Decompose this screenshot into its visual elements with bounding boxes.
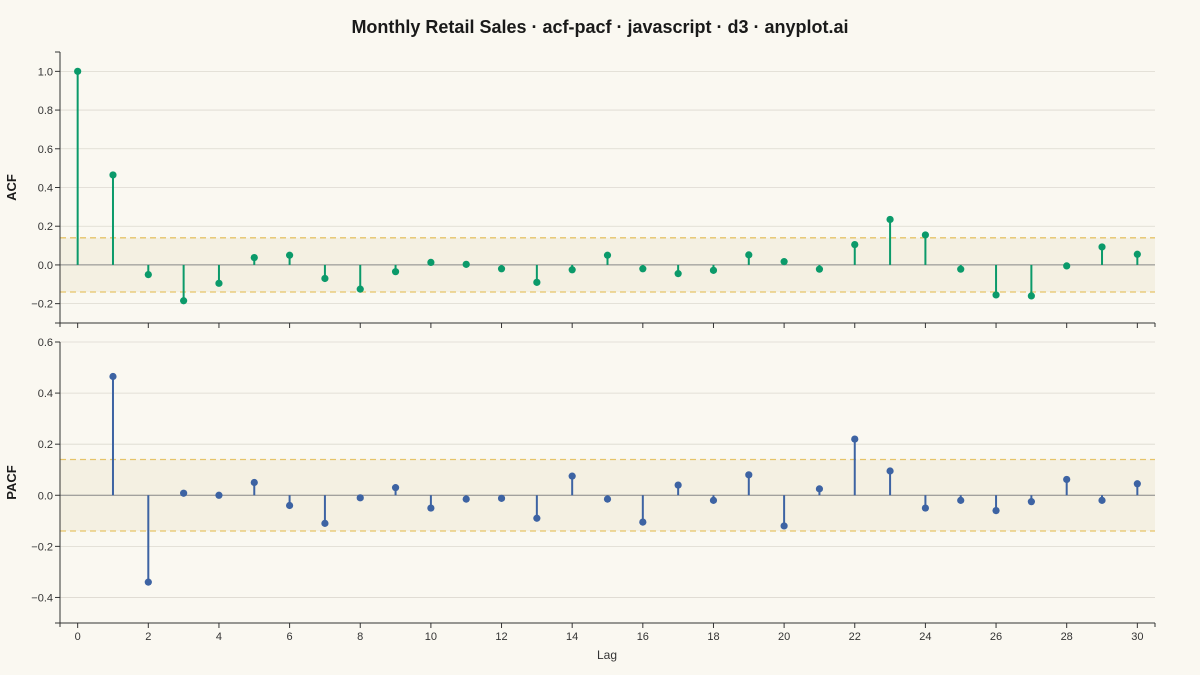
marker-lag-30 [1133, 250, 1141, 258]
x-tick-label: 30 [1131, 631, 1143, 643]
marker-lag-6 [285, 501, 294, 510]
marker-lag-25 [957, 496, 965, 504]
marker-lag-30 [1133, 480, 1141, 488]
marker-lag-20 [780, 522, 788, 530]
y-tick-label: 0.4 [38, 183, 53, 195]
x-tick-label: 16 [637, 631, 649, 643]
y-tick-label: 0.6 [38, 337, 53, 349]
marker-lag-22 [851, 241, 859, 249]
marker-lag-3 [180, 297, 188, 305]
marker-lag-8 [356, 494, 364, 502]
marker-lag-28 [1063, 475, 1071, 484]
marker-lag-11 [462, 495, 470, 503]
marker-lag-25 [957, 265, 965, 273]
marker-lag-2 [144, 271, 152, 279]
acf-panel: −0.2 0.0 0.2 0.4 0.6 0.8 1.0 ACF [4, 51, 1156, 328]
marker-lag-12 [497, 494, 506, 502]
marker-lag-5 [250, 478, 258, 487]
marker-lag-7 [321, 519, 329, 527]
y-tick-label: 0.2 [38, 221, 53, 233]
marker-lag-5 [250, 253, 258, 262]
y-tick-label: 0.8 [38, 105, 53, 117]
marker-lag-28 [1063, 262, 1071, 270]
marker-lag-18 [709, 496, 718, 504]
marker-lag-10 [427, 504, 435, 512]
y-tick-label: 1.0 [38, 66, 53, 78]
marker-lag-15 [603, 251, 612, 259]
marker-lag-21 [815, 265, 824, 273]
marker-lag-20 [780, 258, 788, 266]
x-tick-label: 28 [1061, 631, 1073, 643]
marker-lag-19 [745, 471, 753, 479]
marker-lag-29 [1098, 243, 1106, 251]
marker-lag-3 [180, 489, 188, 497]
marker-lag-4 [215, 491, 223, 499]
pacf-panel: −0.4−0.20.00.20.40.60 2 4 6 8 10 12 14 16 18 20 22 2… [4, 337, 1156, 643]
marker-lag-17 [674, 270, 682, 278]
marker-lag-26 [992, 507, 1000, 515]
marker-lag-4 [215, 279, 223, 287]
panels: −0.2 0.0 0.2 0.4 0.6 0.8 1.0 ACF −0.4 −0.2 0.0 0.2 0… [4, 51, 1156, 643]
marker-lag-14 [568, 472, 576, 480]
marker-lag-11 [462, 260, 470, 268]
y-tick-label: −0.2 [31, 299, 53, 311]
marker-lag-22 [851, 435, 859, 443]
marker-lag-26 [992, 291, 1000, 299]
y-tick-label: −0.4 [31, 592, 53, 604]
x-tick-label: 8 [357, 631, 363, 643]
marker-lag-2 [144, 578, 152, 586]
marker-lag-9 [391, 484, 400, 492]
marker-lag-13 [533, 278, 541, 286]
marker-lag-16 [639, 265, 647, 273]
x-tick-label: 22 [849, 631, 861, 643]
marker-lag-27 [1027, 292, 1035, 300]
marker-lag-17 [674, 481, 682, 489]
marker-lag-24 [921, 504, 930, 512]
marker-lag-21 [815, 485, 824, 493]
y-tick-label: 0.2 [38, 439, 53, 451]
marker-lag-15 [603, 495, 612, 503]
x-tick-label: 12 [495, 631, 507, 643]
marker-lag-9 [391, 268, 400, 276]
y-axis-title: ACF [4, 174, 19, 201]
marker-lag-13 [533, 514, 541, 522]
marker-lag-14 [568, 266, 576, 274]
x-tick-label: 24 [919, 631, 931, 643]
x-tick-label: 4 [216, 631, 222, 643]
marker-lag-8 [356, 285, 364, 293]
marker-lag-0 [74, 67, 82, 75]
marker-lag-16 [639, 518, 647, 526]
marker-lag-6 [285, 251, 294, 259]
y-tick-label: −0.2 [31, 541, 53, 553]
marker-lag-18 [709, 266, 718, 274]
marker-lag-10 [427, 258, 435, 267]
x-tick-label: 26 [990, 631, 1002, 643]
marker-lag-24 [921, 231, 930, 239]
x-tick-label: 10 [425, 631, 437, 643]
x-tick-label: 20 [778, 631, 790, 643]
x-tick-label: 14 [566, 631, 578, 643]
marker-lag-23 [886, 215, 894, 224]
y-tick-label: 0.0 [38, 260, 53, 272]
x-axis-title: Lag [597, 648, 617, 662]
marker-lag-27 [1027, 498, 1035, 506]
y-axis-title: PACF [4, 465, 19, 499]
marker-lag-7 [321, 274, 329, 283]
marker-lag-23 [886, 467, 894, 475]
chart-title: Monthly Retail Sales · acf-pacf · javasc… [351, 17, 848, 37]
marker-lag-29 [1098, 496, 1106, 504]
marker-lag-19 [745, 251, 753, 259]
y-tick-label: 0.4 [38, 388, 53, 400]
marker-lag-12 [497, 265, 506, 273]
y-tick-label: 0.0 [38, 490, 53, 502]
x-tick-label: 18 [707, 631, 719, 643]
marker-lag-1 [109, 171, 117, 179]
y-tick-label: 0.6 [38, 144, 53, 156]
x-tick-label: 0 [75, 631, 81, 643]
x-tick-label: 2 [145, 631, 151, 643]
marker-lag-1 [109, 372, 117, 381]
x-tick-label: 6 [287, 631, 293, 643]
